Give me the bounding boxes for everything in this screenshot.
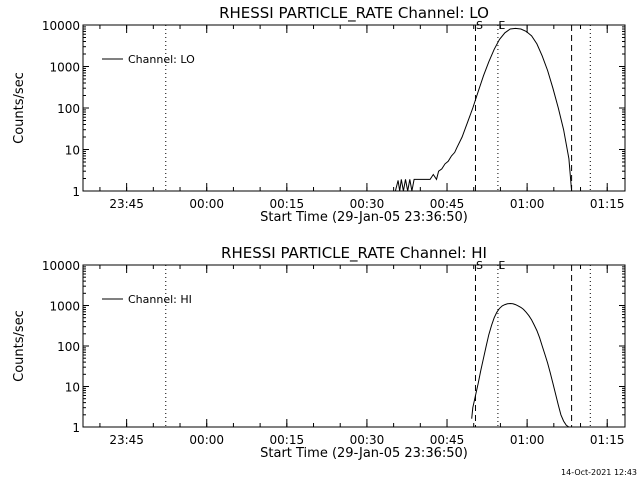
x-axis-label: Start Time (29-Jan-05 23:36:50) xyxy=(260,210,468,225)
plot-frame xyxy=(82,264,626,428)
marker-label: S xyxy=(476,259,483,272)
chart-title: RHESSI PARTICLE_RATE Channel: LO xyxy=(219,4,489,23)
marker-label: S xyxy=(476,19,483,32)
x-tick-label: 01:15 xyxy=(590,197,625,211)
x-axis-label: Start Time (29-Jan-05 23:36:50) xyxy=(260,446,468,461)
marker-label: E xyxy=(498,259,505,272)
x-tick-label: 23:45 xyxy=(109,197,144,211)
x-tick-label: 00:00 xyxy=(189,433,224,447)
series-line-hi xyxy=(471,302,570,428)
panel-hi: RHESSI PARTICLE_RATE Channel: HI 1 10 100 10… xyxy=(12,244,626,461)
x-tick-label: 01:00 xyxy=(510,433,545,447)
y-tick-label: 1000 xyxy=(49,61,80,75)
y-tick-label: 100 xyxy=(57,340,80,354)
y-tick-label: 10 xyxy=(65,144,80,158)
series-line-lo xyxy=(394,27,573,192)
x-tick-label: 00:15 xyxy=(270,197,305,211)
x-tick-label: 00:30 xyxy=(350,197,385,211)
y-tick-label: 1 xyxy=(72,185,80,199)
y-tick-label: 1 xyxy=(72,421,80,435)
legend-label: Channel: HI xyxy=(128,293,192,306)
x-tick-label: 00:30 xyxy=(350,433,385,447)
x-tick-label: 00:00 xyxy=(189,197,224,211)
timestamp: 14-Oct-2021 12:43 xyxy=(561,468,637,477)
chart-title: RHESSI PARTICLE_RATE Channel: HI xyxy=(221,244,487,263)
panel-lo: RHESSI PARTICLE_RATE Channel: LO 1 10 100 10… xyxy=(12,4,626,225)
y-axis-label: Counts/sec xyxy=(12,72,27,144)
x-tick-label: 00:45 xyxy=(430,197,465,211)
y-tick-label: 10000 xyxy=(42,19,80,33)
x-tick-label: 23:45 xyxy=(109,433,144,447)
x-tick-label: 00:45 xyxy=(430,433,465,447)
y-axis-label: Counts/sec xyxy=(12,310,27,382)
y-tick-label: 10 xyxy=(65,381,80,395)
x-tick-label: 01:15 xyxy=(590,433,625,447)
x-tick-label: 01:00 xyxy=(510,197,545,211)
x-tick-label: 00:15 xyxy=(270,433,305,447)
plot-frame xyxy=(82,24,626,192)
marker-label: E xyxy=(498,19,505,32)
y-tick-label: 1000 xyxy=(49,300,80,314)
y-tick-label: 100 xyxy=(57,102,80,116)
y-tick-label: 10000 xyxy=(42,259,80,273)
legend-label: Channel: LO xyxy=(128,53,195,66)
